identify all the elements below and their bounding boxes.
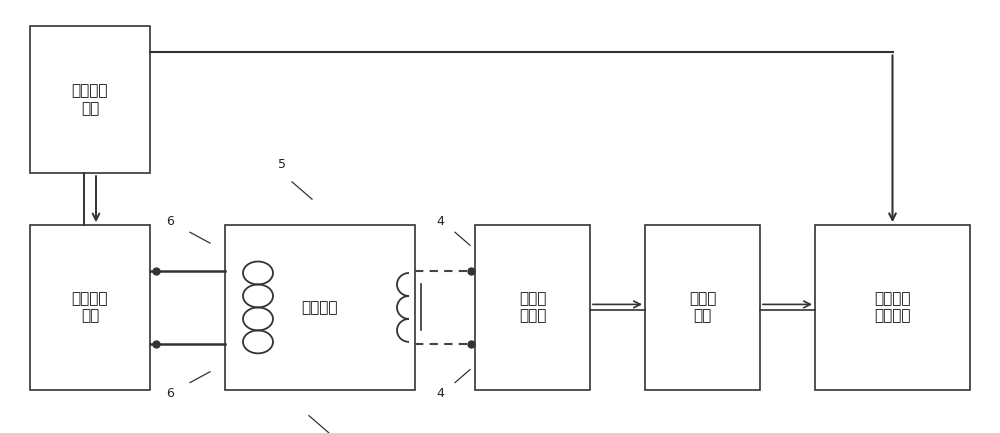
Text: 信号发生
单元: 信号发生 单元 (72, 84, 108, 116)
Text: 流动参数
计算单元: 流动参数 计算单元 (874, 291, 911, 323)
Text: 电磁线圈: 电磁线圈 (302, 300, 338, 315)
Text: 检测电
路单元: 检测电 路单元 (519, 291, 546, 323)
Bar (30, 26, 150, 173)
Text: 相位检
测器: 相位检 测器 (689, 291, 716, 323)
Bar (475, 225, 590, 390)
Bar (30, 225, 150, 390)
Bar (225, 225, 415, 390)
Text: 激励电路
单元: 激励电路 单元 (72, 291, 108, 323)
Text: 4: 4 (436, 215, 444, 228)
Text: 6: 6 (166, 387, 174, 400)
Text: 6: 6 (166, 215, 174, 228)
Text: 5: 5 (278, 158, 286, 171)
Bar (815, 225, 970, 390)
Bar (645, 225, 760, 390)
Text: 4: 4 (436, 387, 444, 400)
